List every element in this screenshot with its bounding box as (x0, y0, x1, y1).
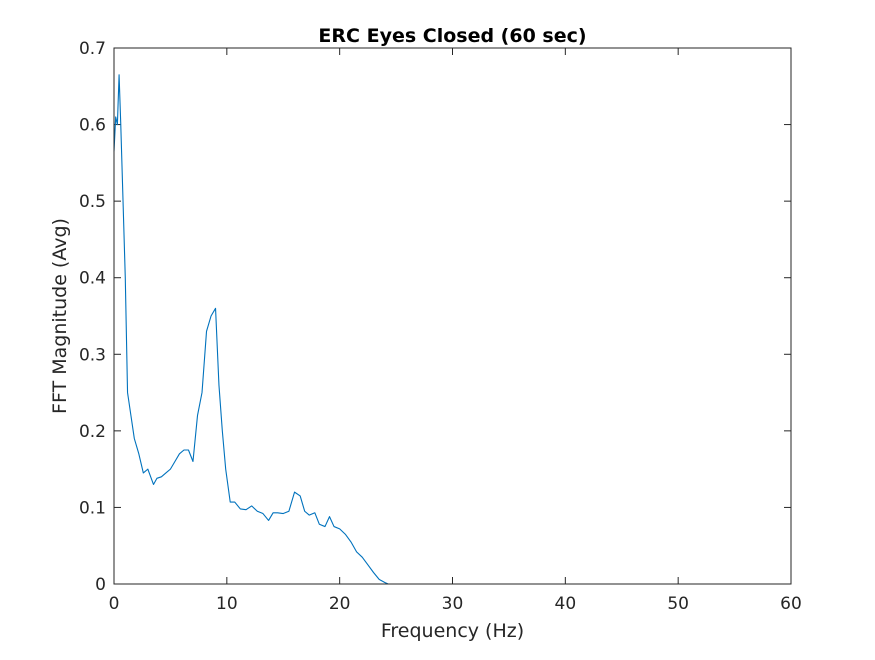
y-axis-label: FFT Magnitude (Avg) (49, 218, 71, 414)
y-tick-label: 0.1 (79, 498, 106, 518)
tick-labels: 0 10 20 30 40 50 60 0 0.1 0.2 0.3 0.4 0.5 0.6 0.7 (79, 39, 802, 614)
y-tick-label: 0.4 (79, 269, 106, 289)
series-line (113, 74, 791, 585)
y-tick-label: 0.3 (79, 345, 106, 365)
x-tick-label: 60 (780, 594, 802, 614)
y-tick-label: 0.6 (79, 116, 106, 136)
y-tick-label: 0.5 (79, 192, 106, 212)
x-tick-label: 10 (216, 594, 238, 614)
chart-title: ERC Eyes Closed (60 sec) (318, 25, 586, 47)
y-tick-label: 0.7 (79, 39, 106, 59)
x-tick-label: 40 (555, 594, 577, 614)
y-tick-label: 0 (95, 575, 106, 595)
y-tick-label: 0.2 (79, 422, 106, 442)
x-tick-label: 0 (109, 594, 120, 614)
x-tick-label: 30 (442, 594, 464, 614)
x-tick-label: 50 (667, 594, 689, 614)
x-axis-label: Frequency (Hz) (381, 620, 524, 642)
axes-box (113, 47, 792, 585)
x-tick-label: 20 (329, 594, 351, 614)
plot-area (114, 48, 791, 584)
